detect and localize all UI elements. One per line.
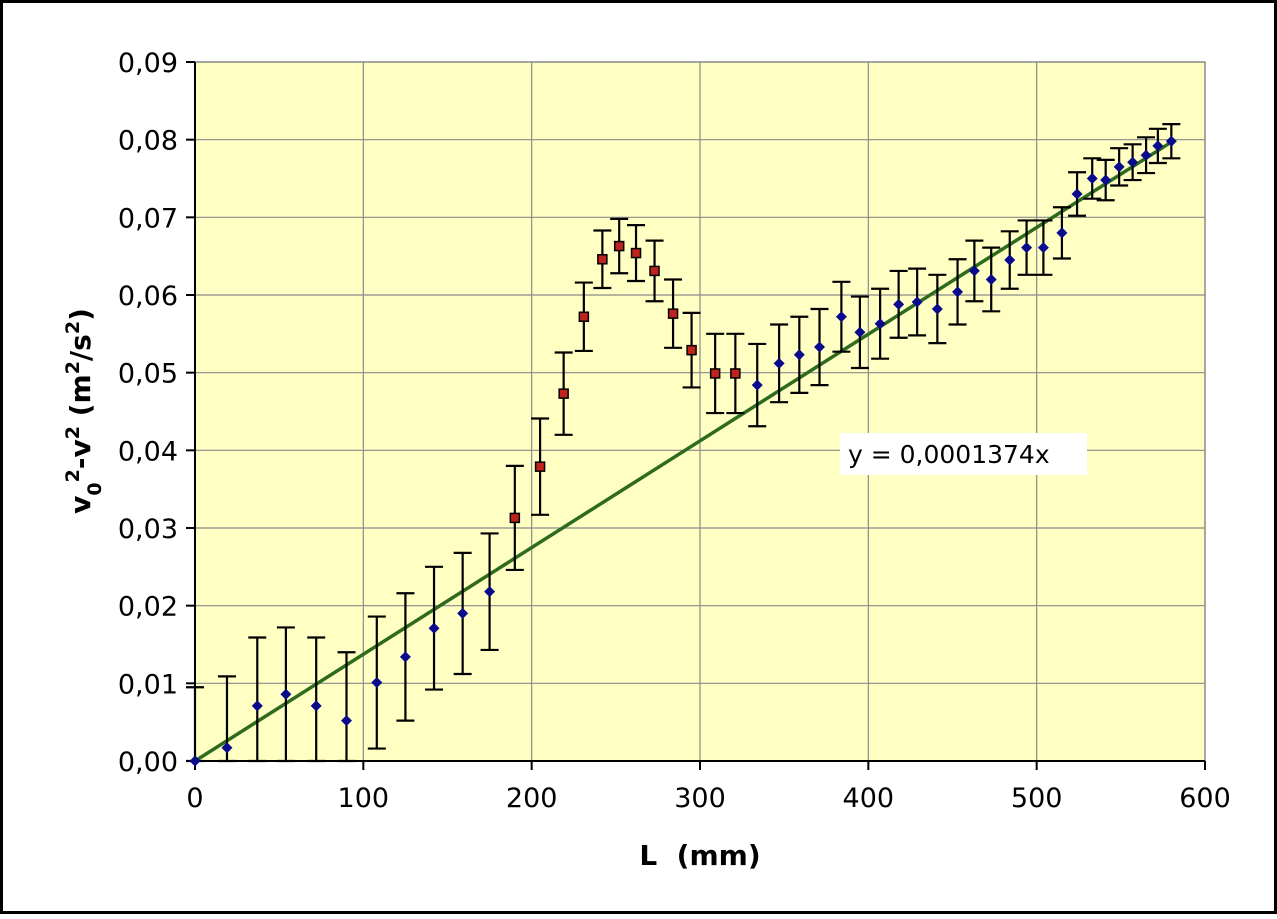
x-tick-label: 500 bbox=[1011, 783, 1063, 814]
x-tick-label: 200 bbox=[506, 783, 558, 814]
data-point-diamond bbox=[1086, 173, 1098, 184]
data-point-square bbox=[730, 368, 741, 379]
data-point-diamond bbox=[1165, 135, 1177, 147]
data-point-diamond bbox=[931, 303, 943, 315]
x-tick-label: 600 bbox=[1179, 783, 1231, 814]
data-point-diamond bbox=[874, 318, 886, 330]
data-point-diamond bbox=[968, 265, 980, 277]
y-axis-title-part: 2 bbox=[62, 321, 84, 334]
data-point-diamond bbox=[1113, 161, 1125, 173]
data-point-diamond bbox=[793, 349, 805, 361]
data-point-diamond bbox=[1127, 156, 1139, 168]
data-point-diamond bbox=[221, 742, 233, 754]
y-tick-label: 0,03 bbox=[118, 514, 178, 545]
y-tick-label: 0,01 bbox=[118, 669, 178, 700]
x-tick-label: 400 bbox=[843, 783, 895, 814]
data-point-diamond bbox=[457, 607, 469, 619]
data-point-diamond bbox=[1140, 149, 1152, 161]
x-tick-label: 100 bbox=[338, 783, 390, 814]
data-point-square bbox=[667, 308, 679, 319]
y-axis-title-part: 2 bbox=[62, 426, 84, 439]
data-point-diamond bbox=[371, 677, 383, 689]
y-tick-label: 0,04 bbox=[118, 436, 178, 467]
x-axis-title: L (mm) bbox=[639, 839, 760, 872]
x-tick-label: 300 bbox=[674, 783, 726, 814]
x-tick-label: 0 bbox=[186, 783, 203, 814]
data-point-square bbox=[578, 311, 590, 322]
data-point-diamond bbox=[952, 286, 964, 298]
data-point-diamond bbox=[341, 715, 352, 727]
data-point-square bbox=[709, 368, 721, 379]
trendline bbox=[194, 140, 1173, 763]
data-point-diamond bbox=[1037, 242, 1049, 254]
data-markers bbox=[189, 135, 1177, 767]
y-axis-title-part: -v bbox=[64, 439, 97, 469]
axes bbox=[186, 61, 1206, 770]
y-tick-label: 0,07 bbox=[118, 203, 178, 234]
y-tick-labels: 0,00 0,01 0,02 0,03 0,04 0,05 0,06 0,07 0,08 0,09 bbox=[118, 48, 178, 778]
y-tick-label: 0,02 bbox=[118, 592, 178, 623]
data-point-diamond bbox=[814, 341, 826, 353]
data-point-square bbox=[613, 240, 625, 252]
data-point-square bbox=[649, 265, 660, 277]
y-axis-title-part: /s bbox=[64, 334, 97, 361]
y-axis-title-part: 2 bbox=[62, 361, 84, 374]
data-point-diamond bbox=[835, 311, 847, 323]
trendline-equation: y = 0,0001374x bbox=[848, 440, 1050, 469]
y-tick-label: 0,06 bbox=[118, 281, 178, 312]
y-axis-title-part: 2 bbox=[62, 469, 84, 482]
data-point-diamond bbox=[280, 688, 292, 700]
data-point-diamond bbox=[1021, 242, 1033, 254]
data-point-diamond bbox=[310, 700, 322, 712]
data-point-diamond bbox=[1152, 140, 1164, 152]
trendline-layer bbox=[194, 140, 1173, 763]
data-point-diamond bbox=[911, 296, 923, 308]
y-axis-title-part: ) bbox=[64, 308, 97, 321]
y-tick-label: 0,05 bbox=[118, 359, 178, 390]
data-point-diamond bbox=[484, 586, 496, 598]
y-tick-label: 0,09 bbox=[118, 48, 178, 79]
x-tick-labels: 0 100 200 300 400 500 600 bbox=[186, 783, 1230, 814]
y-axis-title-part: 0 bbox=[84, 482, 106, 495]
data-point-square bbox=[534, 461, 546, 472]
data-point-diamond bbox=[1071, 188, 1083, 200]
data-point-diamond bbox=[1004, 254, 1016, 266]
trendline-equation-box bbox=[840, 433, 1087, 475]
data-point-diamond bbox=[1100, 174, 1112, 186]
data-point-diamond bbox=[985, 273, 997, 285]
data-point-diamond bbox=[189, 755, 201, 767]
data-point-diamond bbox=[428, 622, 440, 634]
data-point-diamond bbox=[893, 298, 905, 310]
data-point-square bbox=[597, 254, 608, 265]
data-point-diamond bbox=[1056, 227, 1068, 239]
data-point-diamond bbox=[399, 651, 411, 663]
data-point-square bbox=[630, 247, 642, 259]
y-axis-title: v02-v2 (m2/s2) bbox=[62, 308, 106, 514]
data-point-diamond bbox=[251, 700, 263, 712]
data-point-square bbox=[509, 512, 521, 524]
data-point-diamond bbox=[773, 357, 785, 369]
data-point-diamond bbox=[854, 326, 866, 338]
y-tick-label: 0,08 bbox=[118, 126, 178, 157]
y-tick-label: 0,00 bbox=[118, 747, 178, 778]
data-point-diamond bbox=[751, 379, 763, 391]
data-point-square bbox=[558, 388, 569, 399]
y-axis-title-part: v bbox=[64, 496, 97, 514]
y-axis-title-part: (m bbox=[64, 374, 97, 426]
data-point-square bbox=[686, 344, 697, 356]
